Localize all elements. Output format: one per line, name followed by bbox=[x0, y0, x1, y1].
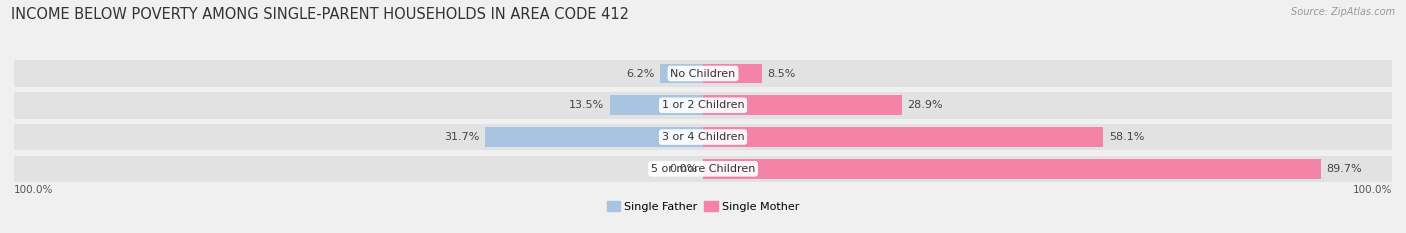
Bar bbox=[14, 60, 1392, 87]
Bar bbox=[14, 92, 1392, 119]
Bar bbox=[703, 64, 762, 83]
Text: 58.1%: 58.1% bbox=[1109, 132, 1144, 142]
Text: 31.7%: 31.7% bbox=[444, 132, 479, 142]
Bar bbox=[14, 155, 1392, 182]
Text: 6.2%: 6.2% bbox=[627, 69, 655, 79]
Text: 1 or 2 Children: 1 or 2 Children bbox=[662, 100, 744, 110]
Bar bbox=[485, 127, 703, 147]
Text: 89.7%: 89.7% bbox=[1326, 164, 1362, 174]
Bar bbox=[703, 159, 1322, 179]
Text: 0.0%: 0.0% bbox=[669, 164, 697, 174]
Text: 28.9%: 28.9% bbox=[908, 100, 943, 110]
Text: 5 or more Children: 5 or more Children bbox=[651, 164, 755, 174]
Text: 3 or 4 Children: 3 or 4 Children bbox=[662, 132, 744, 142]
Bar bbox=[661, 64, 703, 83]
Bar bbox=[703, 127, 1104, 147]
Text: 100.0%: 100.0% bbox=[1353, 185, 1392, 195]
Bar bbox=[703, 96, 903, 115]
Text: 8.5%: 8.5% bbox=[768, 69, 796, 79]
Text: 13.5%: 13.5% bbox=[569, 100, 605, 110]
Text: 100.0%: 100.0% bbox=[14, 185, 53, 195]
Bar bbox=[610, 96, 703, 115]
Text: Source: ZipAtlas.com: Source: ZipAtlas.com bbox=[1291, 7, 1395, 17]
Text: No Children: No Children bbox=[671, 69, 735, 79]
Legend: Single Father, Single Mother: Single Father, Single Mother bbox=[602, 197, 804, 216]
Bar bbox=[14, 124, 1392, 150]
Text: INCOME BELOW POVERTY AMONG SINGLE-PARENT HOUSEHOLDS IN AREA CODE 412: INCOME BELOW POVERTY AMONG SINGLE-PARENT… bbox=[11, 7, 630, 22]
